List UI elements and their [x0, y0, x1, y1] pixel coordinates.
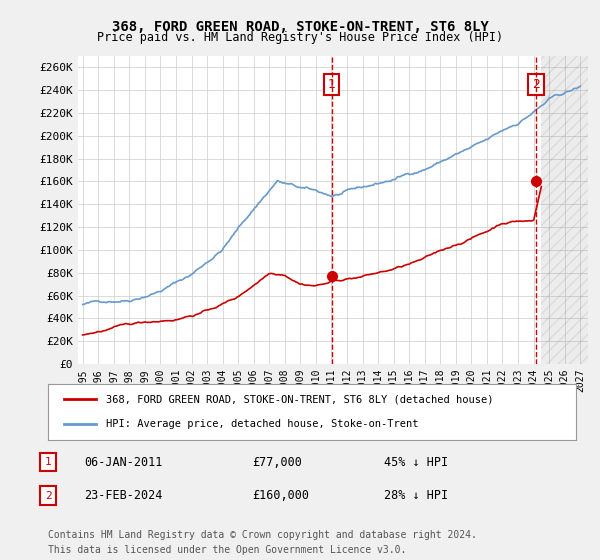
Text: 368, FORD GREEN ROAD, STOKE-ON-TRENT, ST6 8LY (detached house): 368, FORD GREEN ROAD, STOKE-ON-TRENT, ST…	[106, 394, 494, 404]
Text: This data is licensed under the Open Government Licence v3.0.: This data is licensed under the Open Gov…	[48, 545, 406, 555]
Text: 28% ↓ HPI: 28% ↓ HPI	[384, 489, 448, 502]
Text: 1: 1	[44, 457, 52, 467]
Bar	[541, 56, 588, 364]
Text: 2: 2	[532, 78, 540, 91]
Text: 06-JAN-2011: 06-JAN-2011	[84, 455, 163, 469]
Text: Price paid vs. HM Land Registry's House Price Index (HPI): Price paid vs. HM Land Registry's House …	[97, 31, 503, 44]
Text: 1: 1	[328, 78, 335, 91]
Text: 45% ↓ HPI: 45% ↓ HPI	[384, 455, 448, 469]
Text: Contains HM Land Registry data © Crown copyright and database right 2024.: Contains HM Land Registry data © Crown c…	[48, 530, 477, 540]
Text: 2: 2	[44, 491, 52, 501]
Text: 23-FEB-2024: 23-FEB-2024	[84, 489, 163, 502]
Text: £160,000: £160,000	[252, 489, 309, 502]
Text: 368, FORD GREEN ROAD, STOKE-ON-TRENT, ST6 8LY: 368, FORD GREEN ROAD, STOKE-ON-TRENT, ST…	[112, 20, 488, 34]
Text: £77,000: £77,000	[252, 455, 302, 469]
Text: HPI: Average price, detached house, Stoke-on-Trent: HPI: Average price, detached house, Stok…	[106, 419, 419, 429]
